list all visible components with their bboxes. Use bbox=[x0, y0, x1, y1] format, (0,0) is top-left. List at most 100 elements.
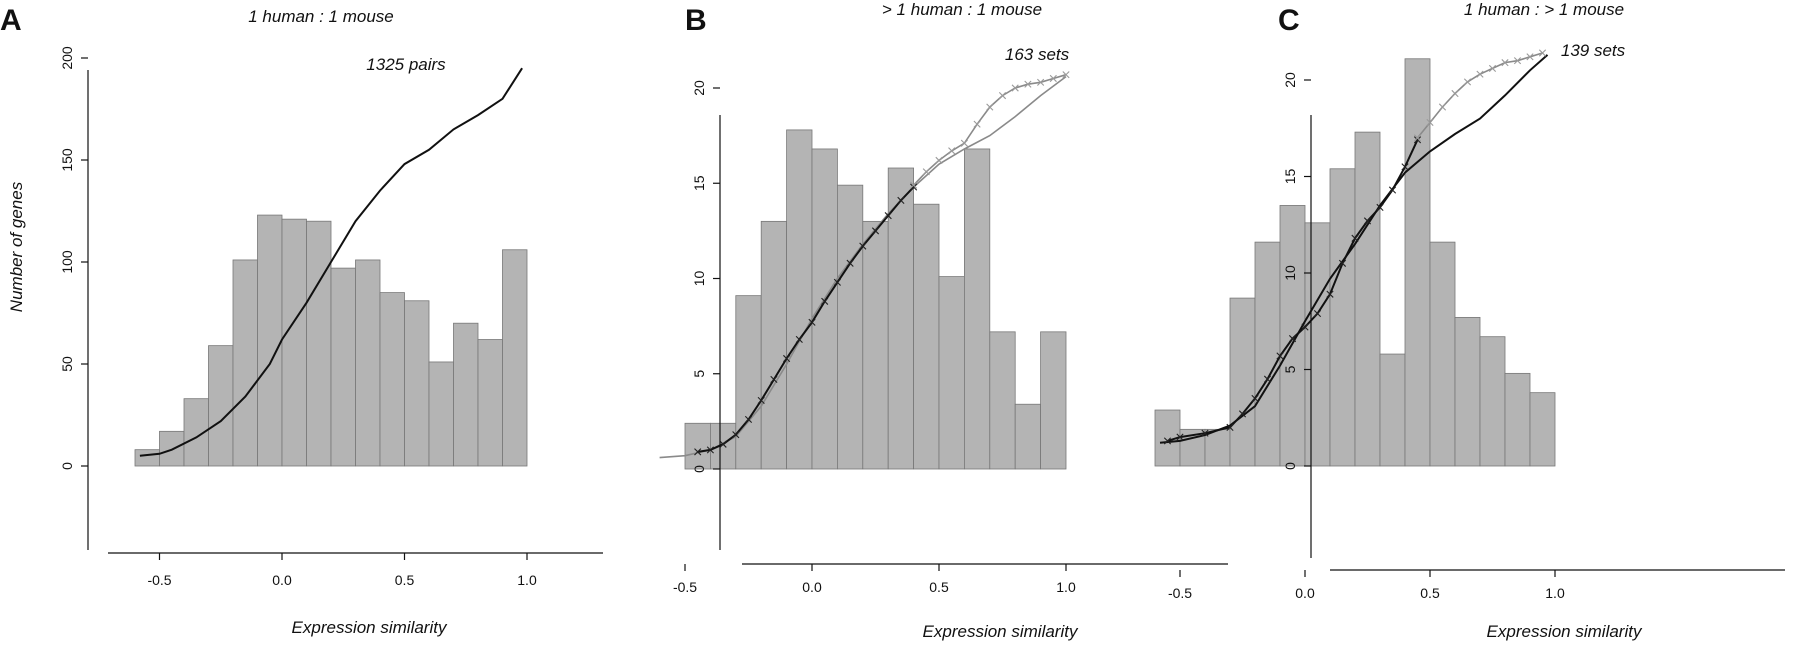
x-marker bbox=[1376, 203, 1384, 211]
x-marker bbox=[1238, 410, 1247, 418]
cumulative-curve bbox=[1416, 52, 1543, 139]
histogram-bar bbox=[379, 292, 405, 467]
x-marker bbox=[795, 335, 803, 344]
histogram-bar bbox=[1454, 316, 1481, 467]
x-marker bbox=[1037, 78, 1045, 86]
y-tick-label: 150 bbox=[59, 148, 75, 172]
x-marker bbox=[1426, 118, 1434, 127]
panel-b-title: > 1 human : 1 mouse bbox=[882, 0, 1042, 19]
histogram-bar bbox=[257, 214, 283, 467]
panel-a-x-axis-label: Expression similarity bbox=[292, 618, 448, 637]
panel-b-bars bbox=[684, 129, 1067, 470]
histogram-bar bbox=[306, 220, 332, 467]
histogram-bar bbox=[735, 295, 762, 470]
y-tick-label: 20 bbox=[691, 80, 707, 96]
histogram-bar bbox=[862, 220, 889, 470]
histogram-bar bbox=[1429, 241, 1456, 467]
x-marker bbox=[1351, 234, 1359, 242]
x-marker bbox=[1463, 78, 1472, 86]
x-marker bbox=[859, 242, 867, 250]
y-tick-label: 200 bbox=[59, 46, 75, 70]
x-tick-label: 1.0 bbox=[1545, 585, 1565, 601]
panel-a-subtitle: 1325 pairs bbox=[366, 55, 446, 74]
x-tick-label: 0.0 bbox=[802, 579, 822, 595]
x-marker bbox=[1276, 352, 1284, 360]
x-marker bbox=[1451, 89, 1459, 98]
x-marker bbox=[1062, 71, 1070, 79]
x-marker bbox=[1526, 53, 1534, 61]
x-marker bbox=[871, 227, 880, 235]
histogram-bar bbox=[1504, 372, 1531, 467]
x-marker bbox=[922, 168, 930, 176]
x-marker bbox=[1011, 84, 1019, 92]
x-tick-label: 0.0 bbox=[272, 572, 292, 588]
x-tick-label: 0.5 bbox=[929, 579, 949, 595]
x-marker bbox=[770, 375, 778, 384]
x-marker bbox=[833, 278, 841, 286]
x-marker bbox=[1513, 57, 1522, 65]
x-marker bbox=[1313, 309, 1322, 318]
panel-c-label: C bbox=[1278, 4, 1300, 37]
histogram-bar bbox=[1479, 336, 1506, 467]
x-marker bbox=[1251, 394, 1259, 403]
panel-a: A 1 human : 1 mouse 1325 pairs -0.5 0.0 0.… bbox=[0, 4, 603, 637]
panel-a-bars bbox=[134, 214, 528, 467]
x-marker bbox=[1024, 80, 1032, 88]
panel-c-y-ticks: 0 5 10 15 20 bbox=[1282, 72, 1311, 470]
panel-b-y-ticks: 0 5 10 15 20 bbox=[691, 80, 720, 473]
histogram-bar bbox=[477, 339, 503, 467]
histogram-bar bbox=[428, 361, 454, 467]
x-marker bbox=[910, 181, 918, 189]
x-marker bbox=[935, 156, 943, 164]
histogram-bar bbox=[760, 220, 788, 470]
histogram-bar bbox=[964, 148, 991, 470]
x-marker bbox=[1201, 429, 1209, 437]
panel-b: B > 1 human : 1 mouse 163 sets -0.5 0.0 0.… bbox=[659, 0, 1228, 641]
y-tick-label: 0 bbox=[1282, 462, 1298, 470]
x-marker bbox=[846, 259, 854, 267]
x-tick-label: 0.5 bbox=[1420, 585, 1440, 601]
y-tick-label: 10 bbox=[691, 271, 707, 287]
y-tick-label: 0 bbox=[59, 462, 75, 470]
panel-c-bars bbox=[1154, 58, 1556, 467]
histogram-bar bbox=[1014, 403, 1042, 470]
y-tick-label: 0 bbox=[691, 465, 707, 473]
histogram-bar bbox=[1204, 428, 1231, 467]
panel-b-x-axis-label: Expression similarity bbox=[923, 622, 1079, 641]
y-tick-label: 20 bbox=[1282, 72, 1298, 88]
histogram-bar bbox=[330, 267, 356, 467]
panel-b-label: B bbox=[685, 4, 707, 37]
histogram-bar bbox=[1379, 353, 1406, 467]
histogram-bar bbox=[453, 322, 479, 467]
x-marker bbox=[719, 440, 727, 448]
histogram-bar bbox=[989, 331, 1016, 470]
panel-c-x-ticks: -0.5 0.0 0.5 1.0 bbox=[1168, 570, 1565, 601]
x-marker bbox=[897, 196, 905, 204]
panel-c-title: 1 human : > 1 mouse bbox=[1464, 0, 1624, 19]
x-marker bbox=[1476, 70, 1484, 78]
histogram-bar bbox=[404, 300, 430, 467]
histogram-bar bbox=[1529, 392, 1556, 467]
x-tick-label: 1.0 bbox=[517, 572, 537, 588]
x-marker bbox=[732, 431, 740, 439]
x-marker bbox=[1338, 259, 1347, 267]
x-marker bbox=[1413, 134, 1422, 142]
panel-b-x-ticks: -0.5 0.0 0.5 1.0 bbox=[673, 564, 1076, 595]
x-marker bbox=[757, 396, 765, 405]
x-marker bbox=[1049, 74, 1057, 83]
x-marker bbox=[694, 448, 702, 456]
x-marker bbox=[1501, 59, 1509, 67]
x-marker bbox=[706, 446, 714, 454]
x-marker bbox=[973, 120, 981, 128]
x-marker bbox=[821, 297, 829, 305]
histogram-bar bbox=[208, 345, 234, 467]
x-marker bbox=[1363, 217, 1372, 225]
histogram-bar bbox=[134, 449, 160, 467]
histogram-bar bbox=[1229, 297, 1256, 467]
histogram-bar bbox=[938, 276, 965, 470]
panel-a-curves bbox=[139, 67, 523, 457]
x-tick-label: 0.5 bbox=[395, 572, 415, 588]
panel-b-subtitle: 163 sets bbox=[1005, 45, 1070, 64]
panel-c-subtitle: 139 sets bbox=[1561, 41, 1626, 60]
